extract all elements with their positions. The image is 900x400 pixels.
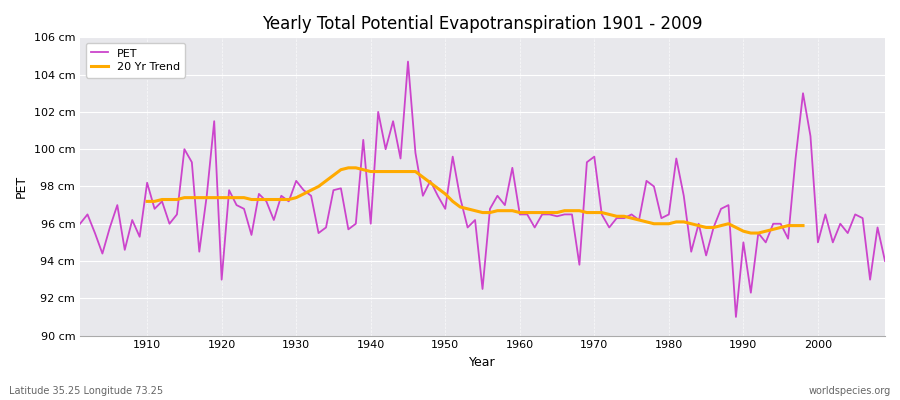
PET [515,212,526,217]
20 Yr Trend [276,197,287,202]
Title: Yearly Total Potential Evapotranspiration 1901 - 2009: Yearly Total Potential Evapotranspiratio… [262,15,703,33]
PET [75,221,86,226]
20 Yr Trend [343,166,354,170]
20 Yr Trend [745,231,756,236]
20 Yr Trend [731,225,742,230]
PET [879,259,890,264]
Line: PET: PET [80,62,885,317]
20 Yr Trend [209,195,220,200]
20 Yr Trend [484,210,495,215]
PET [298,188,309,192]
PET [134,234,145,239]
20 Yr Trend [141,199,152,204]
PET [731,314,742,319]
20 Yr Trend [224,195,235,200]
20 Yr Trend [797,223,808,228]
Legend: PET, 20 Yr Trend: PET, 20 Yr Trend [86,43,185,78]
Text: worldspecies.org: worldspecies.org [809,386,891,396]
Y-axis label: PET: PET [15,175,28,198]
PET [402,59,413,64]
Text: Latitude 35.25 Longitude 73.25: Latitude 35.25 Longitude 73.25 [9,386,163,396]
PET [343,227,354,232]
X-axis label: Year: Year [469,356,496,369]
PET [522,212,533,217]
Line: 20 Yr Trend: 20 Yr Trend [147,168,803,233]
20 Yr Trend [402,169,413,174]
PET [611,216,622,220]
